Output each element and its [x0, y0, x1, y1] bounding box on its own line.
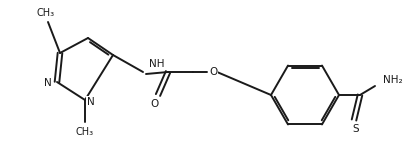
Text: CH₃: CH₃	[37, 8, 55, 18]
Text: S: S	[353, 124, 360, 134]
Text: CH₃: CH₃	[76, 127, 94, 137]
Text: NH₂: NH₂	[383, 75, 403, 85]
Text: O: O	[150, 99, 158, 109]
Text: N: N	[44, 78, 52, 88]
Text: N: N	[87, 97, 95, 107]
Text: NH: NH	[149, 59, 165, 69]
Text: O: O	[209, 67, 217, 77]
